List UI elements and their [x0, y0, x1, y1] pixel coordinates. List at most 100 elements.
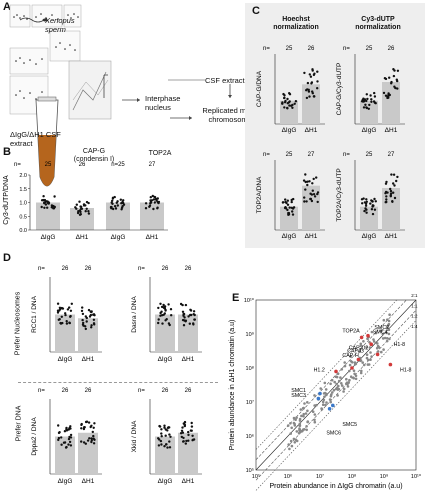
panel-e-point: [313, 413, 317, 416]
panel-b-dot: [46, 200, 49, 203]
panel-e-point: [382, 318, 386, 322]
panel-e-point: [365, 346, 368, 349]
panel-d-dot: [63, 430, 67, 433]
panel-c-dot: [305, 200, 308, 203]
panel-b-xtick-label: ΔH1: [76, 234, 89, 241]
panel-e-ytick-label: 10⁵: [246, 467, 254, 474]
panel-e-point: [349, 355, 352, 358]
panel-e-point: [331, 391, 334, 394]
panel-c-dot: [304, 188, 307, 191]
panel-c-dot: [373, 197, 376, 201]
panel-b-dot: [119, 198, 123, 201]
panel-e-point: [343, 361, 346, 364]
panel-d-dot: [90, 424, 93, 427]
panel-d-dot: [57, 424, 60, 427]
panel-c-n-label: 25: [286, 46, 293, 52]
panel-d-dot: [92, 318, 96, 321]
panel-c-dot: [284, 198, 287, 201]
panel-c-title-1: Hoechst normalization: [273, 16, 319, 31]
panel-c-dot: [316, 87, 319, 90]
panel-letter-e: E: [232, 292, 240, 304]
panel-c-dot: [389, 192, 393, 195]
panel-d-dot: [166, 426, 170, 430]
panel-c-dot: [291, 207, 295, 210]
panel-e-point: [387, 319, 391, 323]
panel-e-point: [375, 346, 379, 350]
panel-b-dot: [114, 207, 118, 210]
panel-e-ytick-label: 10¹⁰: [244, 297, 255, 304]
panel-e-point: [352, 376, 355, 380]
panel-d-n-label: 26: [85, 388, 92, 394]
panel-c-bar: [382, 82, 400, 124]
panel-d-dot: [60, 436, 63, 439]
panel-d-dot: [56, 311, 60, 314]
panel-d-dot: [80, 440, 83, 443]
panel-d-dot: [190, 429, 193, 432]
panel-d-dot: [91, 430, 95, 434]
panel-e-ytick-label: 10⁹: [246, 331, 254, 338]
panel-c-dot: [384, 192, 387, 195]
panel-d-dot: [157, 321, 160, 325]
panel-b-dot: [43, 206, 46, 209]
panel-b-dot: [153, 201, 156, 204]
panel-e-annotation: CAP-G: [347, 349, 364, 355]
panel-d-dot: [179, 432, 183, 435]
panel-d-dot: [92, 434, 95, 438]
panel-e-point: [380, 350, 383, 354]
panel-e-point: [381, 332, 385, 336]
panel-d-dot: [182, 324, 186, 327]
panel-e-point: [289, 422, 292, 425]
panel-e-point: [306, 409, 309, 413]
panel-c-dot: [392, 173, 396, 176]
panel-c-dot: [361, 202, 364, 205]
panel-e-point: [329, 382, 332, 386]
panel-c-n-label: n=: [343, 152, 350, 158]
panel-c-dot: [371, 200, 374, 203]
panel-d-dot: [80, 427, 83, 430]
panel-e-point: [301, 429, 304, 433]
panel-d-divider: [18, 382, 218, 383]
panel-e-ytick-label: 10⁸: [246, 365, 254, 372]
panel-d-dot: [163, 307, 167, 310]
panel-d-dot: [64, 312, 67, 315]
panel-d-dot: [69, 444, 73, 447]
panel-d-dot: [67, 437, 71, 441]
panel-c-chart: CAP-G/DNA n= 25 26 ΔIgG ΔH1 CAP-G/Cy3-dUTP n= 25…: [256, 46, 405, 240]
panel-e-point: [343, 364, 347, 368]
panel-c-dot: [286, 203, 290, 206]
panel-e-point: [306, 401, 309, 404]
panel-d-dot: [160, 310, 163, 313]
panel-d-dot: [84, 325, 87, 328]
panel-c-dot: [392, 74, 396, 78]
panel-d-dot: [67, 443, 70, 446]
panel-c-dot: [316, 70, 319, 73]
panel-c-dot: [283, 101, 287, 104]
panel-b-group-1: CAP-G (condensin I): [73, 148, 115, 163]
panel-d-dot: [90, 326, 93, 329]
panel-c-dot: [393, 196, 397, 200]
panel-d-dot: [164, 309, 167, 312]
panel-e-point: [332, 388, 336, 392]
panel-d-dot: [59, 321, 62, 325]
panel-c-dot: [308, 73, 311, 76]
panel-d-dot: [92, 442, 96, 445]
panel-c-dot: [389, 195, 392, 198]
panel-d-dot: [187, 430, 190, 434]
panel-d-dot: [90, 439, 94, 442]
panel-c-dot: [363, 201, 367, 204]
panel-d-dot: [163, 424, 166, 427]
panel-d-dot: [69, 425, 72, 428]
panel-d-dot: [160, 435, 163, 438]
panel-d-dot: [160, 314, 164, 317]
panel-c-dot: [285, 201, 288, 205]
panel-c-dot: [373, 91, 376, 95]
panel-c-dot: [384, 182, 388, 185]
panel-d-dot: [69, 314, 72, 318]
panel-d-dot: [192, 310, 196, 313]
panel-b-dot: [42, 198, 45, 202]
panel-e-point: [372, 338, 375, 341]
panel-c-dot: [306, 180, 309, 183]
panel-c-dot: [313, 195, 317, 198]
panel-e-point: [376, 344, 380, 348]
panel-d-dot: [81, 312, 85, 316]
